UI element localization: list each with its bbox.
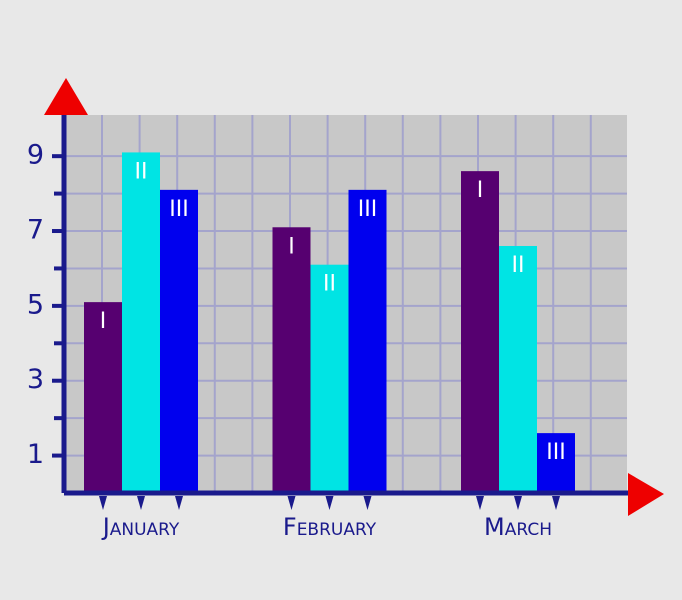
bar-label: III	[358, 197, 377, 222]
x-tick-marker	[552, 496, 560, 510]
bar	[122, 152, 160, 494]
x-tick-marker	[99, 496, 107, 510]
bar-label: I	[477, 178, 484, 203]
x-tick-marker	[476, 496, 484, 510]
bar	[499, 245, 537, 493]
bar	[84, 302, 122, 493]
y-tick-label: 1	[27, 439, 44, 470]
bar	[272, 227, 311, 493]
x-tick-marker	[363, 496, 372, 510]
bar	[348, 189, 387, 493]
y-arrow	[44, 78, 88, 115]
bar-label: I	[288, 234, 295, 259]
x-arrow	[628, 473, 664, 516]
bar-label: III	[169, 197, 188, 222]
x-tick-marker	[287, 496, 296, 510]
x-tick-marker	[325, 496, 334, 510]
x-tick-marker	[175, 496, 183, 510]
x-tick-marker	[514, 496, 522, 510]
bar-label: II	[323, 272, 336, 297]
y-tick-label: 5	[27, 289, 44, 320]
y-tick-label: 9	[27, 140, 44, 171]
bar-label: III	[546, 440, 565, 465]
x-tick-label: February	[283, 513, 377, 541]
y-tick-label: 7	[27, 215, 44, 246]
x-tick-label: March	[484, 513, 552, 541]
bar	[310, 264, 349, 493]
bar-label: II	[135, 159, 148, 184]
y-tick-label: 3	[27, 364, 44, 395]
bar	[461, 171, 499, 493]
bar-label: II	[512, 253, 525, 278]
x-tick-label: January	[101, 513, 180, 541]
bar-label: I	[100, 309, 107, 334]
bar	[160, 189, 198, 493]
bar	[537, 433, 575, 493]
x-tick-marker	[137, 496, 145, 510]
